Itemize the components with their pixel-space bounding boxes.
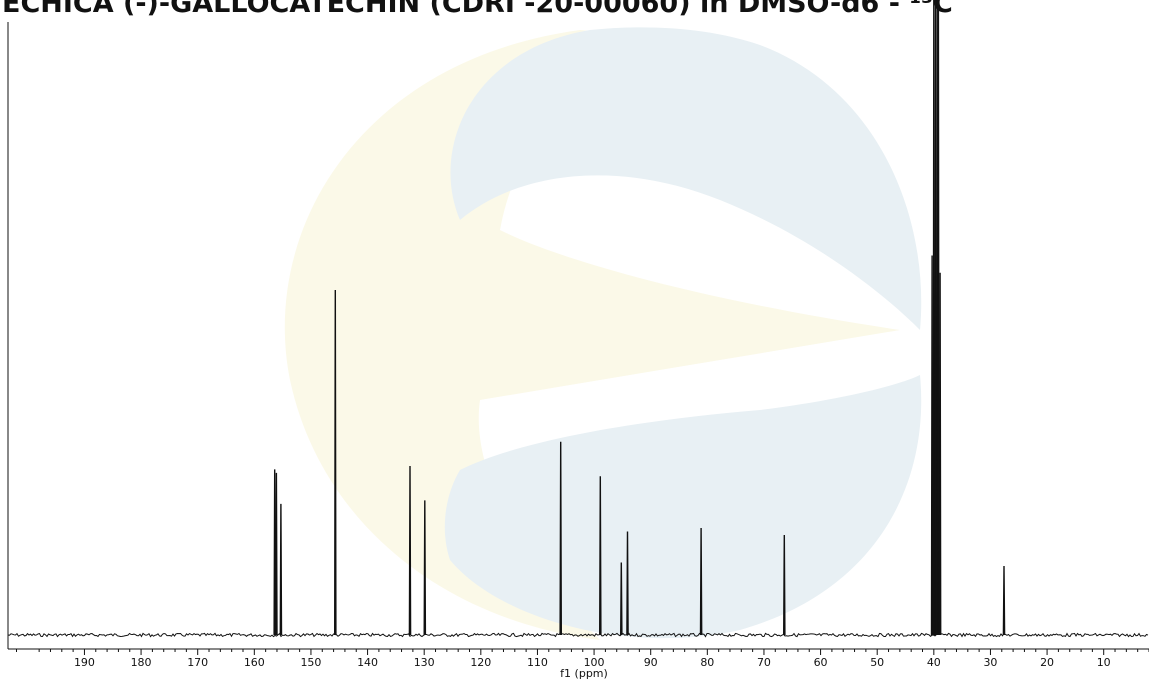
x-tick-label: 190 bbox=[74, 656, 95, 669]
x-tick-label: 120 bbox=[470, 656, 491, 669]
x-tick-label: 60 bbox=[814, 656, 828, 669]
spectrum-peak bbox=[934, 0, 937, 636]
spectrum-peak bbox=[626, 531, 629, 636]
spectrum-peak bbox=[783, 534, 786, 636]
spectrum-peak bbox=[408, 465, 412, 636]
spectrum-title: ECHICA (-)-GALLOCATECHIN (CDRI -20-00060… bbox=[2, 0, 953, 19]
x-tick-label: 150 bbox=[300, 656, 321, 669]
watermark-blue-upper-arc bbox=[450, 27, 922, 331]
x-tick-label: 100 bbox=[584, 656, 605, 669]
spectrum-peak bbox=[1002, 565, 1006, 636]
x-axis-label: f1 (ppm) bbox=[560, 667, 608, 679]
spectrum-peak bbox=[334, 289, 337, 636]
spectrum-peak bbox=[273, 469, 276, 636]
spectrum-peak bbox=[938, 272, 942, 636]
spectrum-peak bbox=[279, 503, 283, 636]
x-tick-label: 140 bbox=[357, 656, 378, 669]
spectrum-peak bbox=[559, 441, 562, 636]
spectrum-peak bbox=[937, 0, 940, 636]
x-tick-label: 130 bbox=[414, 656, 435, 669]
spectrum-peak bbox=[930, 255, 934, 636]
x-tick-label: 20 bbox=[1040, 656, 1054, 669]
spectrum-peak bbox=[599, 476, 602, 636]
spectrum-trace bbox=[7, 0, 1149, 638]
x-tick-label: 170 bbox=[187, 656, 208, 669]
spectrum-peak bbox=[620, 562, 623, 636]
spectrum-peak bbox=[275, 472, 278, 636]
x-tick-label: 160 bbox=[244, 656, 265, 669]
x-tick-label: 110 bbox=[527, 656, 548, 669]
x-tick-label: 40 bbox=[927, 656, 941, 669]
watermark-logo bbox=[284, 27, 922, 640]
x-axis: 190 180 170 160 150 140 130 120 110 100 90 80 70 60 50… bbox=[7, 22, 1149, 669]
spectrum-peak bbox=[699, 527, 703, 636]
x-tick-label: 50 bbox=[870, 656, 884, 669]
spectrum-peak bbox=[932, 0, 936, 636]
watermark-blue-lower-arc bbox=[444, 375, 922, 639]
x-tick-label: 70 bbox=[757, 656, 771, 669]
x-tick-label: 30 bbox=[983, 656, 997, 669]
x-tick-label: 80 bbox=[700, 656, 714, 669]
watermark-yellow-crescent bbox=[284, 30, 900, 640]
spectrum-peak bbox=[423, 500, 427, 636]
x-tick-label: 180 bbox=[131, 656, 152, 669]
x-tick-label: 90 bbox=[644, 656, 658, 669]
x-tick-label: 10 bbox=[1097, 656, 1111, 669]
spectrum-baseline bbox=[7, 632, 1149, 638]
